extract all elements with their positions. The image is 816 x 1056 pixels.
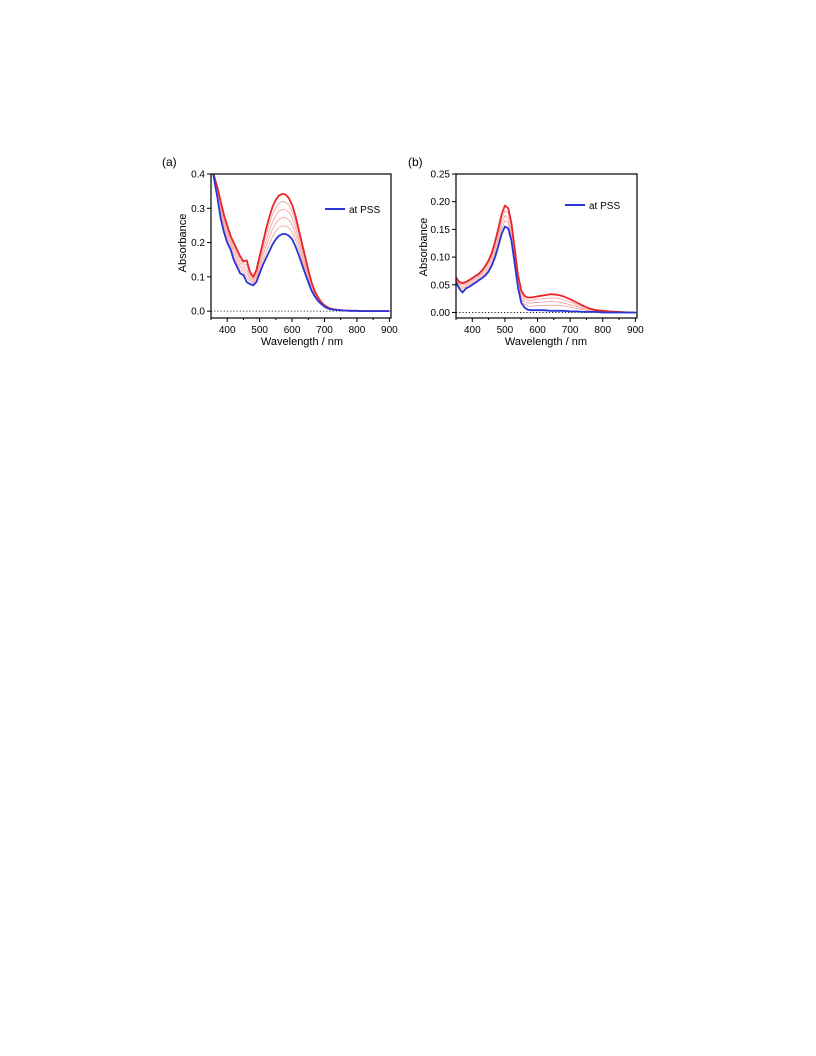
x-tick-label: 900 [381, 325, 398, 336]
y-axis-label-a: Absorbance [177, 214, 189, 273]
x-tick-label: 500 [251, 325, 268, 336]
x-tick-label: 400 [464, 325, 481, 336]
series-line-pss-5 [212, 174, 390, 313]
panel-label-b: (b) [408, 155, 423, 169]
panel-b: (b) Absorbance Wavelength / nm at PSS 40… [408, 155, 644, 348]
x-tick-label: 700 [562, 325, 579, 336]
plot-frame [455, 173, 638, 319]
y-tick-label: 0.15 [431, 225, 451, 236]
y-tick-label: 0.1 [191, 272, 205, 283]
y-tick-label: 0.25 [431, 170, 451, 181]
y-tick-label: 0.05 [431, 280, 451, 291]
panel-label-a: (a) [162, 155, 177, 169]
y-axis-label-b: Absorbance [418, 218, 430, 277]
y-tick-label: 0.00 [431, 308, 451, 319]
plot-area [211, 174, 391, 313]
legend-label-pss: at PSS [349, 205, 380, 216]
plot-frame [210, 173, 392, 319]
x-tick-label: 600 [529, 325, 546, 336]
x-axis-label-a: Wavelength / nm [261, 336, 343, 348]
series-line-initial-0 [456, 204, 636, 314]
x-tick-label: 800 [349, 325, 366, 336]
x-axis-label-b: Wavelength / nm [505, 336, 587, 348]
x-tick-label: 500 [497, 325, 514, 336]
legend-b: at PSS [565, 201, 620, 212]
x-tick-label: 900 [627, 325, 644, 336]
x-tick-label: 800 [594, 325, 611, 336]
legend-a: at PSS [325, 205, 380, 216]
x-tick-label: 400 [219, 325, 236, 336]
plot-area [456, 204, 637, 314]
y-tick-label: 0.20 [431, 197, 451, 208]
panel-a: (a) Absorbance Wavelength / nm at PSS 40… [162, 155, 398, 348]
series-line-pss-4 [456, 225, 636, 314]
series-line-initial-0 [212, 174, 390, 313]
y-tick-label: 0.0 [191, 307, 205, 318]
y-tick-label: 0.3 [191, 204, 205, 215]
series-line-intermediate-1 [456, 210, 636, 313]
series-line-intermediate-2 [456, 215, 636, 313]
y-tick-label: 0.10 [431, 253, 451, 264]
y-tick-label: 0.2 [191, 238, 205, 249]
x-tick-label: 600 [284, 325, 301, 336]
x-tick-label: 700 [316, 325, 333, 336]
y-tick-label: 0.4 [191, 170, 205, 181]
legend-label-pss: at PSS [589, 201, 620, 212]
